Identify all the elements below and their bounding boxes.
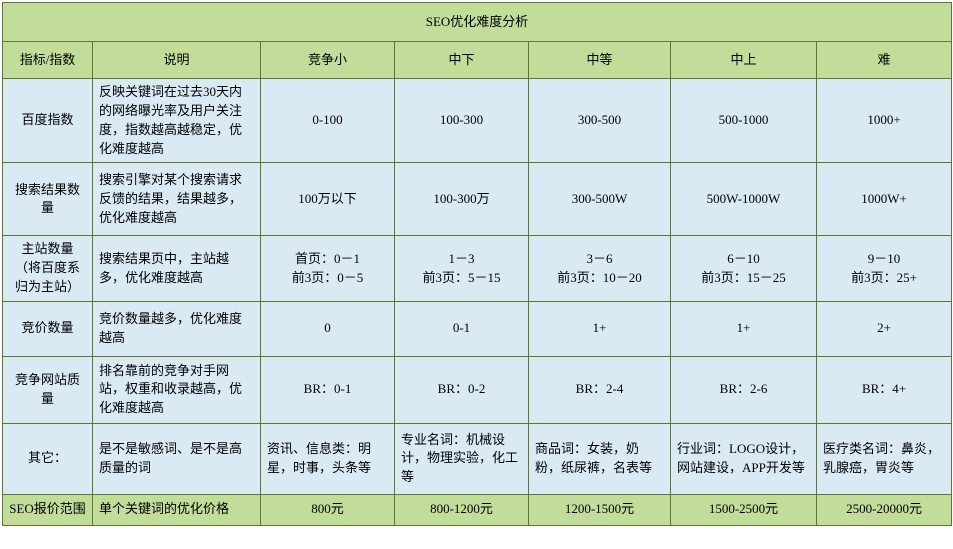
metric-name: 搜索结果数量 [3,163,93,236]
metric-value: 行业词：LOGO设计，网站建设，APP开发等 [671,423,817,494]
metric-desc: 竞价数量越多，优化难度越高 [93,301,261,356]
metric-value: 0-1 [395,301,529,356]
column-header: 指标/指数 [3,42,93,79]
table-row: 百度指数反映关键词在过去30天内的网络曝光率及用户关注度，指数越高越稳定，优化难… [3,79,952,163]
footer-value: 800元 [261,494,395,525]
column-header: 中上 [671,42,817,79]
metric-value: 300-500W [529,163,671,236]
metric-value: 医疗类名词：鼻炎，乳腺癌，胃炎等 [817,423,952,494]
metric-desc: 是不是敏感词、是不是高质量的词 [93,423,261,494]
metric-value: 3－6前3页：10－20 [529,236,671,302]
metric-value: BR：2-4 [529,356,671,423]
table-row: 主站数量（将百度系归为主站）搜索结果页中，主站越多，优化难度越高首页：0－1前3… [3,236,952,302]
metric-value: 1000+ [817,79,952,163]
table-title-row: SEO优化难度分析 [3,3,952,42]
metric-value: 100-300 [395,79,529,163]
metric-name: 百度指数 [3,79,93,163]
metric-value: BR：4+ [817,356,952,423]
metric-desc: 搜索结果页中，主站越多，优化难度越高 [93,236,261,302]
metric-value: 商品词：女装，奶粉，纸尿裤，名表等 [529,423,671,494]
metric-value: 6－10前3页：15－25 [671,236,817,302]
metric-value: 0-100 [261,79,395,163]
metric-value: 9－10前3页：25+ [817,236,952,302]
metric-value: BR：0-2 [395,356,529,423]
metric-desc: 搜索引擎对某个搜索请求反馈的结果，结果越多，优化难度越高 [93,163,261,236]
metric-value: 1－3前3页：5－15 [395,236,529,302]
metric-name: 竞价数量 [3,301,93,356]
metric-desc: 反映关键词在过去30天内的网络曝光率及用户关注度，指数越高越稳定，优化难度越高 [93,79,261,163]
column-header: 中等 [529,42,671,79]
metric-value: 2+ [817,301,952,356]
metric-value: 专业名词：机械设计，物理实验，化工等 [395,423,529,494]
footer-value: 1500-2500元 [671,494,817,525]
table-row: 竞价数量竞价数量越多，优化难度越高00-11+1+2+ [3,301,952,356]
metric-value: 0 [261,301,395,356]
table-row: 搜索结果数量搜索引擎对某个搜索请求反馈的结果，结果越多，优化难度越高100万以下… [3,163,952,236]
metric-value: 首页：0－1前3页：0－5 [261,236,395,302]
metric-name: 竞争网站质量 [3,356,93,423]
footer-value: 2500-20000元 [817,494,952,525]
footer-desc: 单个关键词的优化价格 [93,494,261,525]
metric-value: 300-500 [529,79,671,163]
metric-value: BR：2-6 [671,356,817,423]
column-header: 说明 [93,42,261,79]
metric-value: 1+ [671,301,817,356]
footer-name: SEO报价范围 [3,494,93,525]
metric-value: BR：0-1 [261,356,395,423]
metric-value: 500-1000 [671,79,817,163]
table-row: 竞争网站质量排名靠前的竞争对手网站，权重和收录越高，优化难度越高BR：0-1BR… [3,356,952,423]
metric-value: 1000W+ [817,163,952,236]
metric-value: 100-300万 [395,163,529,236]
column-header: 竞争小 [261,42,395,79]
footer-value: 800-1200元 [395,494,529,525]
table-row-other: 其它：是不是敏感词、是不是高质量的词资讯、信息类：明星，时事，头条等专业名词：机… [3,423,952,494]
seo-table: SEO优化难度分析指标/指数说明竞争小中下中等中上难百度指数反映关键词在过去30… [2,2,952,526]
table-title: SEO优化难度分析 [3,3,952,42]
metric-name: 主站数量（将百度系归为主站） [3,236,93,302]
metric-value: 资讯、信息类：明星，时事，头条等 [261,423,395,494]
column-header: 中下 [395,42,529,79]
metric-value: 500W-1000W [671,163,817,236]
table-header-row: 指标/指数说明竞争小中下中等中上难 [3,42,952,79]
metric-desc: 排名靠前的竞争对手网站，权重和收录越高，优化难度越高 [93,356,261,423]
column-header: 难 [817,42,952,79]
metric-name: 其它： [3,423,93,494]
metric-value: 100万以下 [261,163,395,236]
table-footer-row: SEO报价范围单个关键词的优化价格800元800-1200元1200-1500元… [3,494,952,525]
footer-value: 1200-1500元 [529,494,671,525]
metric-value: 1+ [529,301,671,356]
